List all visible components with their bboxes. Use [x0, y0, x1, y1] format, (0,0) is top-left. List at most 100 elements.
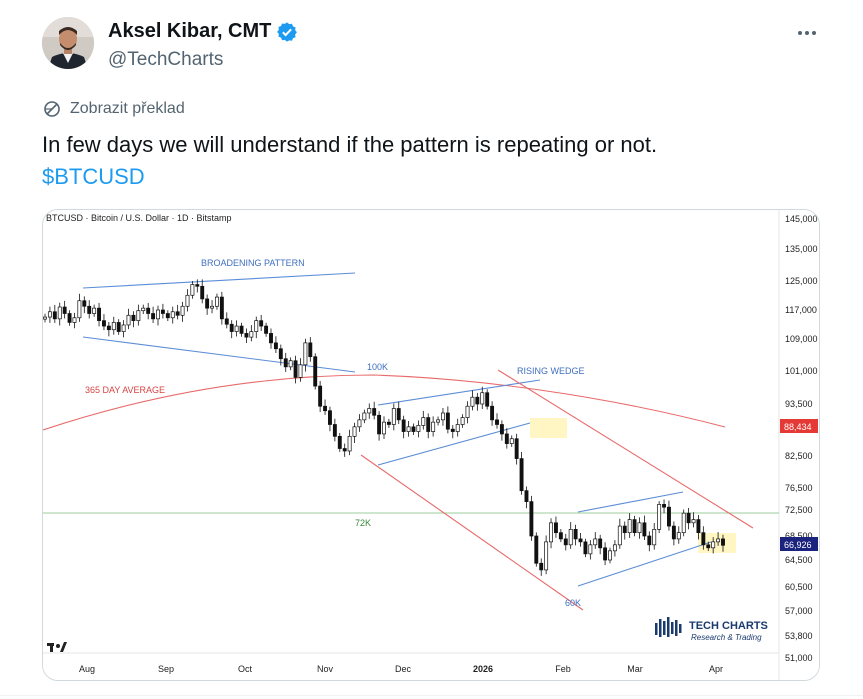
candle-body — [485, 392, 490, 407]
candle-body — [657, 504, 662, 530]
price-tick-label: 51,000 — [785, 653, 813, 663]
candle-body — [249, 331, 254, 338]
candle-body — [106, 325, 111, 331]
candle-body — [156, 309, 160, 320]
verified-badge-icon — [277, 21, 298, 42]
candle-body — [259, 320, 264, 327]
tweet-text: In few days we will understand if the pa… — [42, 129, 657, 193]
moving-average-365-line — [43, 374, 726, 431]
candle-body — [608, 550, 612, 561]
candle-body — [617, 525, 622, 546]
down-channel-upper-line — [497, 369, 754, 529]
candle-body — [490, 405, 495, 421]
candle-body — [534, 535, 539, 564]
candle-body — [701, 532, 706, 546]
candle-body — [504, 433, 509, 444]
candle-body — [622, 525, 627, 534]
candle-body — [691, 519, 696, 524]
candle-body — [603, 547, 608, 561]
candle-body — [568, 529, 573, 546]
candle-body — [573, 529, 578, 540]
chart-background — [43, 210, 819, 680]
candle-body — [82, 300, 87, 307]
price-tick-label: 60,500 — [785, 582, 813, 592]
candle-body — [391, 408, 396, 425]
candle-body — [121, 324, 126, 332]
candle-body — [386, 421, 391, 425]
candle-body — [519, 458, 524, 492]
candle-body — [549, 522, 553, 543]
price-tick-label: 135,000 — [785, 244, 818, 254]
candle-body — [647, 535, 652, 546]
candle-body — [716, 538, 721, 543]
candle-body — [598, 538, 603, 549]
candle-body — [180, 305, 185, 316]
candlestick-series — [43, 279, 725, 576]
candle-body — [352, 426, 357, 437]
candle-body — [637, 522, 642, 534]
author-name[interactable]: Aksel Kibar, CMT — [108, 20, 298, 43]
candle-body — [102, 320, 106, 327]
more-options-icon[interactable] — [794, 23, 822, 43]
candle-body — [303, 342, 308, 366]
branding-tagline: Research & Trading — [691, 633, 762, 642]
candle-body — [170, 311, 175, 319]
candle-body — [588, 544, 593, 555]
price-axis: 145,000 135,000 125,000 117,000 109,000 101,0… — [785, 214, 818, 663]
candle-body — [318, 385, 323, 407]
translate-label[interactable]: Zobrazit překlad — [70, 100, 185, 117]
cashtag-link[interactable]: $BTCUSD — [42, 164, 145, 189]
candle-body — [136, 310, 141, 321]
candle-body — [175, 311, 180, 316]
candle-body — [509, 438, 514, 444]
candle-body — [529, 501, 534, 537]
price-tick-label: 145,000 — [785, 214, 818, 224]
candle-body — [47, 311, 52, 318]
candle-body — [190, 284, 195, 296]
candle-body — [671, 525, 676, 540]
candle-body — [377, 414, 382, 435]
candle-body — [460, 417, 465, 425]
candle-body — [406, 426, 411, 432]
candle-body — [224, 318, 229, 325]
candle-body — [416, 425, 421, 432]
candle-body — [721, 538, 725, 546]
branding-name: TECH CHARTS — [689, 620, 768, 632]
candle-body — [642, 522, 647, 537]
translate-link[interactable]: Zobrazit překlad — [42, 99, 185, 119]
candle-body — [62, 306, 67, 314]
price-tag-ma-value: 88,434 — [784, 422, 812, 432]
candle-body — [450, 428, 455, 432]
candle-body — [578, 538, 583, 543]
author-name-text[interactable]: Aksel Kibar, CMT — [108, 20, 272, 42]
candle-body — [254, 320, 259, 332]
tweet-media-chart[interactable]: BTCUSD · Bitcoin / U.S. Dollar · 1D · Bi… — [42, 209, 820, 681]
candle-body — [141, 307, 146, 312]
author-handle[interactable]: @TechCharts — [108, 49, 224, 70]
candle-body — [195, 284, 200, 287]
avatar[interactable] — [42, 17, 94, 69]
time-tick-label: 2026 — [473, 664, 493, 674]
candle-body — [269, 333, 273, 344]
candle-body — [273, 342, 278, 350]
candle-body — [165, 313, 170, 319]
candle-body — [342, 448, 347, 452]
candle-body — [43, 316, 47, 320]
price-tag-ma — [780, 419, 818, 433]
candle-body — [67, 313, 72, 323]
candle-body — [278, 348, 283, 360]
candle-body — [524, 490, 529, 502]
candle-body — [357, 419, 362, 428]
tradingview-logo-icon — [47, 642, 67, 652]
candle-body — [215, 296, 219, 307]
candle-body — [411, 426, 416, 432]
rising-channel-lower-line — [577, 541, 712, 587]
time-tick-label: Aug — [79, 664, 95, 674]
chart-title: BTCUSD · Bitcoin / U.S. Dollar · 1D · Bi… — [46, 213, 232, 223]
price-tick-label: 125,000 — [785, 276, 818, 286]
candle-body — [627, 519, 632, 534]
price-tick-label: 82,500 — [785, 451, 813, 461]
candle-body — [455, 424, 460, 432]
candle-body — [554, 522, 558, 534]
tweet-body: In few days we will understand if the pa… — [42, 132, 658, 157]
